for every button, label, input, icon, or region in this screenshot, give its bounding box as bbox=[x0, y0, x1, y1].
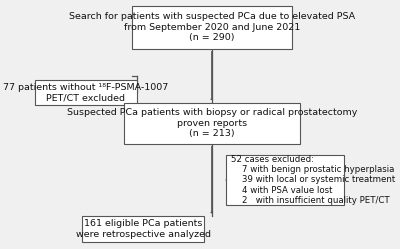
Text: Search for patients with suspected PCa due to elevated PSA
from September 2020 a: Search for patients with suspected PCa d… bbox=[69, 12, 355, 42]
Text: Suspected PCa patients with biopsy or radical prostatectomy
proven reports
(n = : Suspected PCa patients with biopsy or ra… bbox=[66, 108, 357, 138]
Text: 77 patients without ¹⁸F-PSMA-1007
PET/CT excluded: 77 patients without ¹⁸F-PSMA-1007 PET/CT… bbox=[3, 83, 168, 102]
FancyBboxPatch shape bbox=[226, 155, 344, 204]
FancyBboxPatch shape bbox=[124, 103, 300, 144]
FancyBboxPatch shape bbox=[132, 6, 292, 49]
FancyBboxPatch shape bbox=[34, 80, 137, 105]
Text: 52 cases excluded:
    7 with benign prostatic hyperplasia
    39 with local or : 52 cases excluded: 7 with benign prostat… bbox=[231, 155, 395, 205]
FancyBboxPatch shape bbox=[82, 216, 204, 242]
Text: 161 eligible PCa patients
were retrospective analyzed: 161 eligible PCa patients were retrospec… bbox=[76, 219, 211, 239]
